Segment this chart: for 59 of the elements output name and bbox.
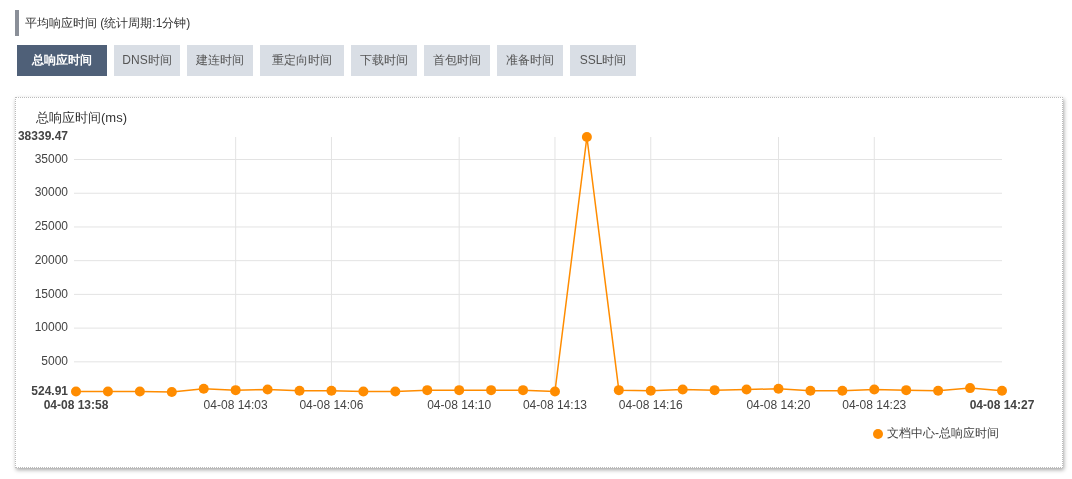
- point: [741, 384, 752, 395]
- text: 重定向时间: [260, 45, 344, 76]
- y-tick-label: 38339.47: [17, 129, 69, 144]
- point: [869, 384, 880, 395]
- text: SSL时间: [570, 45, 636, 76]
- point: [326, 385, 337, 396]
- point: [805, 385, 816, 396]
- point: [486, 385, 497, 396]
- point: [709, 385, 720, 396]
- point: [997, 385, 1007, 396]
- x-tick-label: 04-08 14:16: [618, 398, 684, 412]
- point: [422, 385, 433, 396]
- point: [166, 387, 177, 397]
- y-tick-label: 5000: [41, 353, 69, 368]
- text: 下载时间: [351, 45, 417, 76]
- x-tick-label: 04-08 13:58: [43, 398, 109, 412]
- x-tick-label: 04-08 14:03: [203, 398, 268, 412]
- chart-title: 平均响应时间 (统计周期:1分钟): [15, 10, 191, 36]
- text: 总响应时间: [17, 45, 107, 76]
- point: [71, 386, 81, 397]
- x-tick-label: 04-08 14:06: [299, 398, 364, 412]
- y-tick-label: 35000: [34, 151, 69, 166]
- point: [390, 386, 401, 397]
- point: [262, 384, 273, 395]
- y-tick-label: 15000: [34, 286, 69, 301]
- y-tick-label: 25000: [34, 219, 69, 234]
- point: [645, 385, 656, 396]
- text: 建连时间: [187, 45, 253, 76]
- point: [230, 385, 241, 396]
- point: [358, 386, 369, 397]
- text: DNS时间: [114, 45, 180, 76]
- point: [294, 385, 305, 396]
- point: [901, 385, 912, 396]
- y-tick-label: 524.91: [31, 384, 69, 399]
- x-tick-label: 04-08 14:20: [746, 398, 811, 412]
- x-tick-label: 04-08 14:23: [842, 398, 907, 412]
- x-tick-label: 04-08 14:27: [969, 398, 1035, 412]
- point: [549, 386, 560, 397]
- text: 准备时间: [497, 45, 563, 76]
- point: [773, 383, 784, 394]
- y-tick-label: 20000: [34, 252, 69, 267]
- point: [933, 385, 944, 396]
- point: [613, 385, 624, 396]
- point: [518, 385, 529, 396]
- point: [102, 386, 113, 397]
- point: [837, 385, 848, 396]
- x-tick-label: 04-08 14:13: [522, 398, 588, 412]
- point: [134, 386, 145, 397]
- y-tick-label: 10000: [34, 320, 69, 335]
- point: [965, 383, 976, 394]
- text: 首包时间: [424, 45, 490, 76]
- x-tick-label: 04-08 14:10: [427, 398, 492, 412]
- point: [454, 385, 465, 396]
- point: [677, 384, 688, 395]
- y-axis-title: 总响应时间(ms): [35, 110, 127, 125]
- y-tick-label: 30000: [34, 185, 69, 200]
- legend-label: 文档中心-总响应时间: [887, 426, 999, 441]
- point: [581, 132, 592, 142]
- point: [198, 383, 209, 394]
